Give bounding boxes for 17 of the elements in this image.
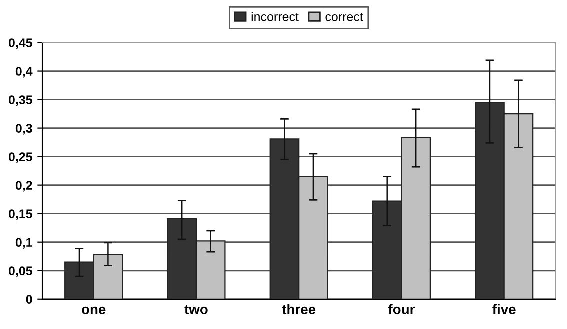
y-tick-label: 0,4 xyxy=(16,67,33,78)
legend-label: incorrect xyxy=(252,12,299,22)
x-tick-label: three xyxy=(282,304,316,314)
y-tick-label: 0,3 xyxy=(16,124,32,135)
y-tick-label: 0,35 xyxy=(8,96,32,106)
x-tick-label: one xyxy=(82,306,106,314)
y-tick-label: 0,45 xyxy=(8,38,32,50)
x-tick-label: five xyxy=(492,304,516,314)
y-tick-label: 0,25 xyxy=(8,152,32,164)
y-tick-label: 0,1 xyxy=(16,238,32,249)
y-tick-label: 0,15 xyxy=(8,210,32,220)
y-tick-label: 0,05 xyxy=(8,266,32,278)
x-tick-label: four xyxy=(388,304,416,314)
x-tick-label: two xyxy=(184,305,208,314)
legend-label: correct xyxy=(326,13,364,22)
y-tick-label: 0,2 xyxy=(16,181,32,192)
y-tick-label: 0 xyxy=(26,295,32,304)
